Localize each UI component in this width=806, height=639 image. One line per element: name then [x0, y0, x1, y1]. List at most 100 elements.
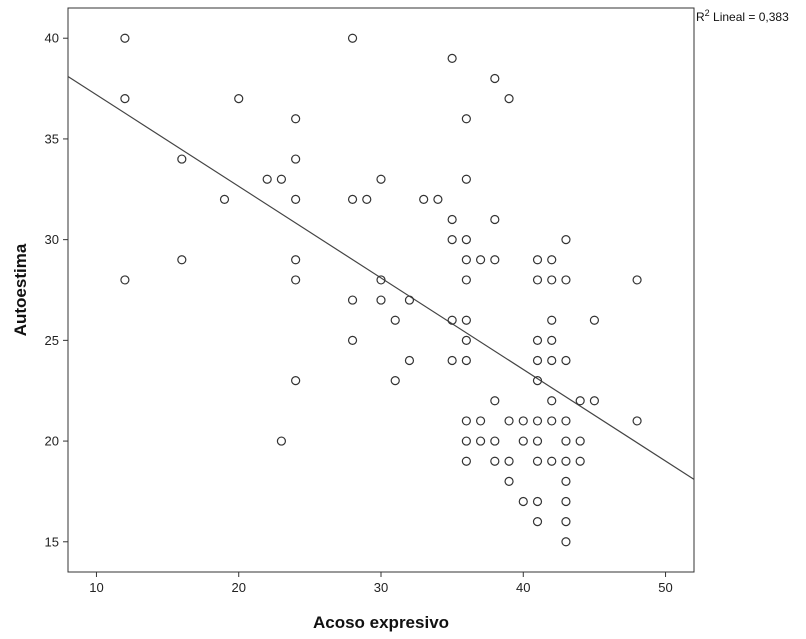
data-point	[532, 436, 543, 446]
x-axis-title: Acoso expresivo	[313, 613, 449, 632]
data-point	[120, 33, 130, 43]
data-point	[291, 154, 301, 164]
data-point	[120, 94, 130, 104]
data-point	[347, 335, 358, 345]
data-point	[276, 436, 287, 446]
data-point	[419, 194, 429, 204]
data-point	[532, 456, 543, 466]
data-point	[404, 355, 415, 366]
data-point	[561, 476, 571, 486]
data-point	[490, 456, 500, 466]
data-point	[376, 174, 386, 184]
data-point	[291, 255, 301, 265]
fit-line	[67, 75, 695, 480]
data-point	[347, 33, 358, 43]
y-axis-ticks: 15 20 25 30 35 40	[45, 31, 68, 549]
data-point	[475, 436, 486, 446]
data-point	[461, 335, 471, 345]
data-point	[547, 456, 557, 466]
data-point	[561, 537, 571, 547]
data-point	[589, 396, 600, 406]
data-point	[518, 496, 528, 507]
data-point	[404, 295, 415, 305]
data-point	[362, 194, 372, 204]
data-point	[532, 376, 543, 386]
data-point	[177, 255, 187, 265]
data-point	[504, 94, 514, 104]
data-point	[547, 355, 557, 366]
data-point	[589, 315, 600, 325]
data-point	[518, 436, 528, 446]
x-tick-label: 50	[658, 580, 672, 595]
data-point	[532, 496, 543, 507]
data-point	[390, 315, 400, 325]
data-point	[532, 416, 543, 426]
data-point	[547, 335, 557, 345]
data-point	[575, 396, 585, 406]
x-tick-label: 10	[89, 580, 103, 595]
y-tick-label: 20	[45, 434, 59, 449]
data-point	[461, 315, 471, 325]
data-point	[390, 376, 400, 386]
data-point	[490, 214, 500, 225]
data-point	[291, 275, 301, 285]
data-point	[504, 476, 514, 486]
data-point	[490, 436, 500, 446]
data-point	[447, 315, 457, 325]
r-squared-prefix: R	[696, 10, 705, 24]
data-point	[447, 355, 457, 366]
y-axis-title: Autoestima	[11, 243, 30, 336]
data-point	[575, 456, 585, 466]
data-point	[461, 456, 471, 466]
data-point	[120, 275, 130, 285]
data-point	[561, 456, 571, 466]
data-point	[504, 456, 514, 466]
data-point	[291, 194, 301, 204]
data-point	[475, 416, 486, 426]
data-point	[276, 174, 287, 184]
r-squared-annotation: R2 Lineal = 0,383	[696, 8, 789, 24]
y-tick-label: 35	[45, 131, 59, 146]
data-point	[532, 517, 543, 527]
data-point	[547, 255, 557, 265]
data-point	[291, 376, 301, 386]
data-point	[433, 194, 443, 204]
data-point	[532, 335, 543, 345]
y-tick-label: 30	[45, 232, 59, 247]
data-point	[461, 255, 471, 265]
data-point	[561, 416, 571, 426]
data-point	[504, 416, 514, 426]
data-point	[447, 214, 457, 225]
data-points	[120, 33, 642, 547]
x-tick-label: 20	[231, 580, 245, 595]
data-point	[461, 416, 471, 426]
data-point	[376, 295, 386, 305]
data-point	[532, 355, 543, 366]
data-point	[561, 517, 571, 527]
data-point	[632, 275, 642, 285]
data-point	[561, 275, 571, 285]
data-point	[347, 295, 358, 305]
r-squared-superscript: 2	[705, 8, 710, 18]
data-point	[234, 94, 244, 104]
data-point	[475, 255, 486, 265]
data-point	[561, 355, 571, 366]
data-point	[461, 174, 471, 184]
data-point	[490, 396, 500, 406]
y-tick-label: 15	[45, 534, 59, 549]
data-point	[547, 275, 557, 285]
data-point	[461, 436, 471, 446]
data-point	[575, 436, 585, 446]
data-point	[561, 496, 571, 507]
data-point	[561, 436, 571, 446]
data-point	[177, 154, 187, 164]
data-point	[461, 235, 471, 245]
data-point	[532, 275, 543, 285]
data-point	[376, 275, 386, 285]
data-point	[547, 315, 557, 325]
data-point	[632, 416, 642, 426]
data-point	[447, 53, 457, 63]
plot-area-frame	[67, 7, 695, 573]
data-point	[490, 255, 500, 265]
